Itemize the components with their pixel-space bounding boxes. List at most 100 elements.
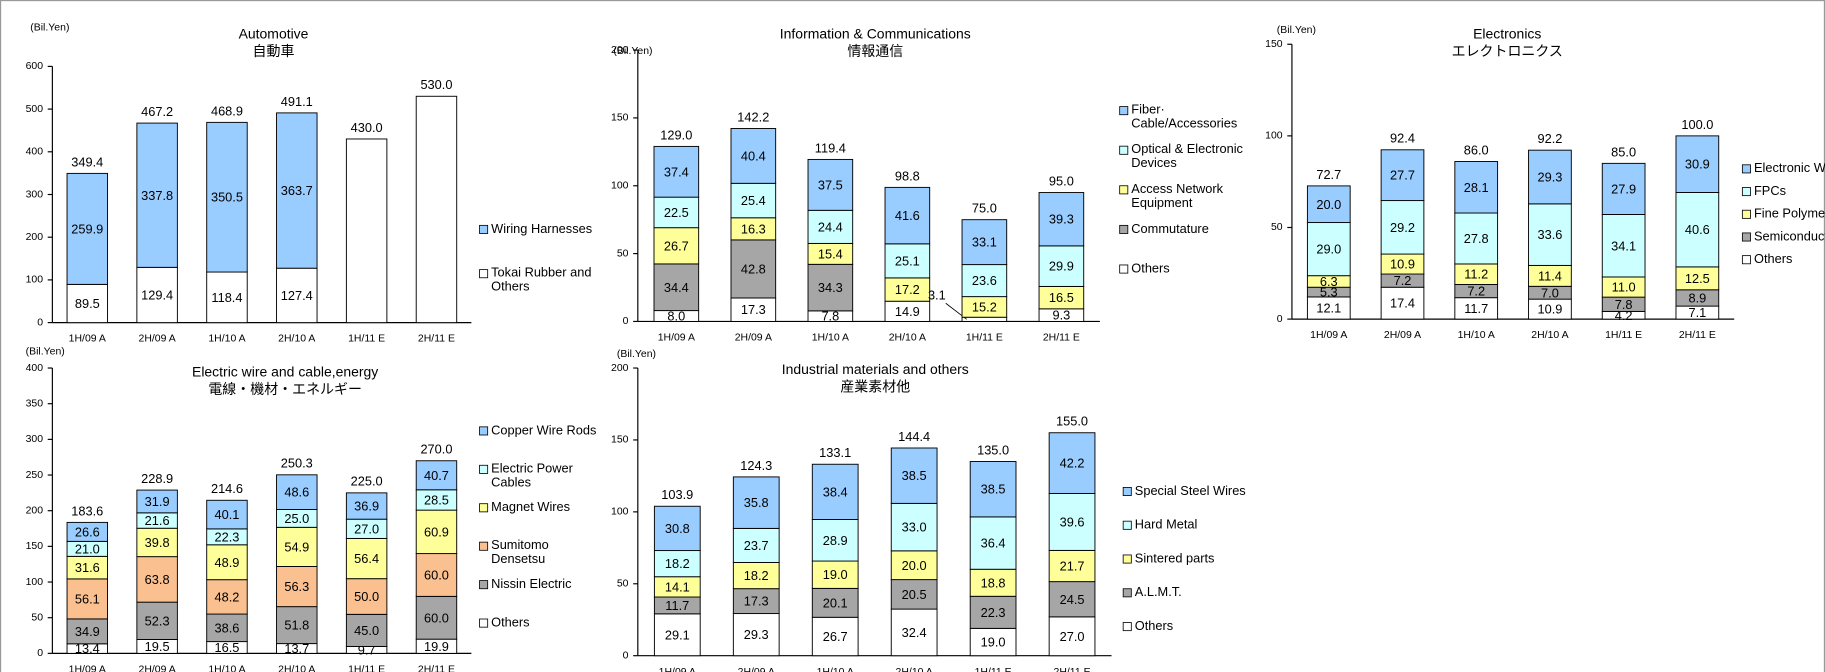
x-tick-label: 2H/11 E [418,334,455,345]
y-tick-label: 150 [611,113,629,124]
total-label: 72.7 [1316,167,1341,182]
y-tick-label: 100 [26,275,44,286]
bar-segment [890,447,938,504]
y-axis-label: (Bil.Yen) [26,346,65,357]
legend-swatch [1122,520,1132,530]
bar-segment [811,463,859,520]
legend-swatch [479,618,489,628]
y-tick-label: 600 [26,61,44,72]
segment-label: 5.3 [1320,285,1338,300]
segment-label: 30.9 [1685,157,1710,172]
segment-label: 8.9 [1688,290,1706,305]
y-tick-label: 150 [1265,39,1283,50]
x-tick-label: 2H/09 A [735,333,772,344]
segment-label: 48.6 [284,485,309,500]
legend-swatch [1122,554,1132,564]
segment-label: 39.3 [1049,212,1074,227]
segment-label: 27.0 [1060,629,1085,644]
segment-label: 40.4 [741,148,766,163]
bar-segment [345,492,388,520]
bar-segment [1454,212,1499,265]
legend-swatch [1119,185,1129,195]
segment-label: 10.9 [1537,302,1562,317]
segment-label: 26.7 [664,238,689,253]
segment-label: 48.2 [215,589,240,604]
total-label: 135.0 [977,442,1009,457]
legend-label: Copper Wire Rods [491,422,596,437]
segment-label: 56.4 [354,551,379,566]
segment-label: 40.6 [1685,222,1710,237]
y-tick-label: 100 [611,507,629,518]
legend-label: Others [1131,260,1169,275]
x-tick-label: 1H/09 A [659,667,696,672]
bar-segment [345,613,388,647]
bar-segment [206,121,248,273]
bar-segment [1048,549,1096,583]
x-tick-label: 1H/11 E [966,333,1003,344]
total-label: 228.9 [141,471,173,486]
segment-label: 23.7 [744,538,769,553]
total-label: 103.9 [661,487,693,502]
legend-label: Hard Metal [1135,517,1198,532]
y-tick-label: 350 [26,398,44,409]
total-label: 144.4 [898,429,930,444]
bar-segment [732,527,780,563]
total-label: 124.3 [740,458,772,473]
segment-label: 28.1 [1464,180,1489,195]
x-tick-label: 1H/11 E [348,334,385,345]
segment-label: 36.4 [981,536,1006,551]
chart-subtitle: 自動車 [253,43,295,59]
x-tick-label: 1H/10 A [817,667,854,672]
x-tick-label: 1H/11 E [1605,330,1642,341]
bar-total [415,95,458,324]
segment-label: 39.6 [1060,514,1085,529]
segment-label: 11.2 [1464,267,1488,282]
segment-label: 11.7 [665,598,689,613]
x-tick-label: 2H/09 A [139,664,176,672]
x-tick-label: 2H/09 A [738,667,775,672]
segment-label: 21.7 [1060,559,1085,574]
segment-label: 56.1 [75,591,100,606]
bar-segment [890,608,938,657]
y-tick-label: 300 [26,189,44,200]
segment-label: 18.2 [665,556,690,571]
y-tick-label: 500 [26,104,44,115]
bar-segment [732,476,780,529]
bar-segment [884,186,931,245]
bar-segment [730,128,777,184]
total-label: 129.0 [660,127,692,142]
segment-label: 29.0 [1316,242,1341,257]
total-label: 100.0 [1681,117,1713,132]
segment-label: 7.8 [821,309,839,324]
bar-segment [1675,192,1720,268]
y-tick-label: 400 [26,147,44,158]
segment-label: 34.9 [75,624,100,639]
segment-label: 39.8 [145,535,170,550]
legend-swatch [479,426,489,436]
segment-label: 37.5 [818,177,843,192]
segment-label: 13.4 [75,641,100,656]
bar-segment [1528,149,1572,205]
segment-label: 34.4 [664,280,689,295]
y-axis-label: (Bil.Yen) [30,23,69,34]
total-label: 95.0 [1049,173,1074,188]
x-tick-label: 2H/10 A [889,333,926,344]
x-tick-label: 1H/09 A [69,664,106,672]
segment-label: 16.5 [1049,290,1074,305]
bar-segment [1048,492,1096,551]
segment-label: 14.9 [895,304,920,319]
segment-label: 11.7 [1464,301,1488,316]
bar-segment [1380,149,1425,202]
bar-segment [66,172,109,285]
bar-segment [1048,432,1096,494]
bar-segment [811,519,859,562]
x-tick-label: 1H/10 A [1458,330,1495,341]
segment-label: 41.6 [895,208,920,223]
chart-subtitle: エレクトロニクス [1452,43,1563,59]
segment-label: 12.1 [1316,301,1341,316]
y-tick-label: 150 [611,435,629,446]
bar-segment [969,461,1017,518]
bar-segment [1306,222,1351,277]
segment-label: 50.0 [354,589,379,604]
y-tick-label: 50 [617,579,629,590]
